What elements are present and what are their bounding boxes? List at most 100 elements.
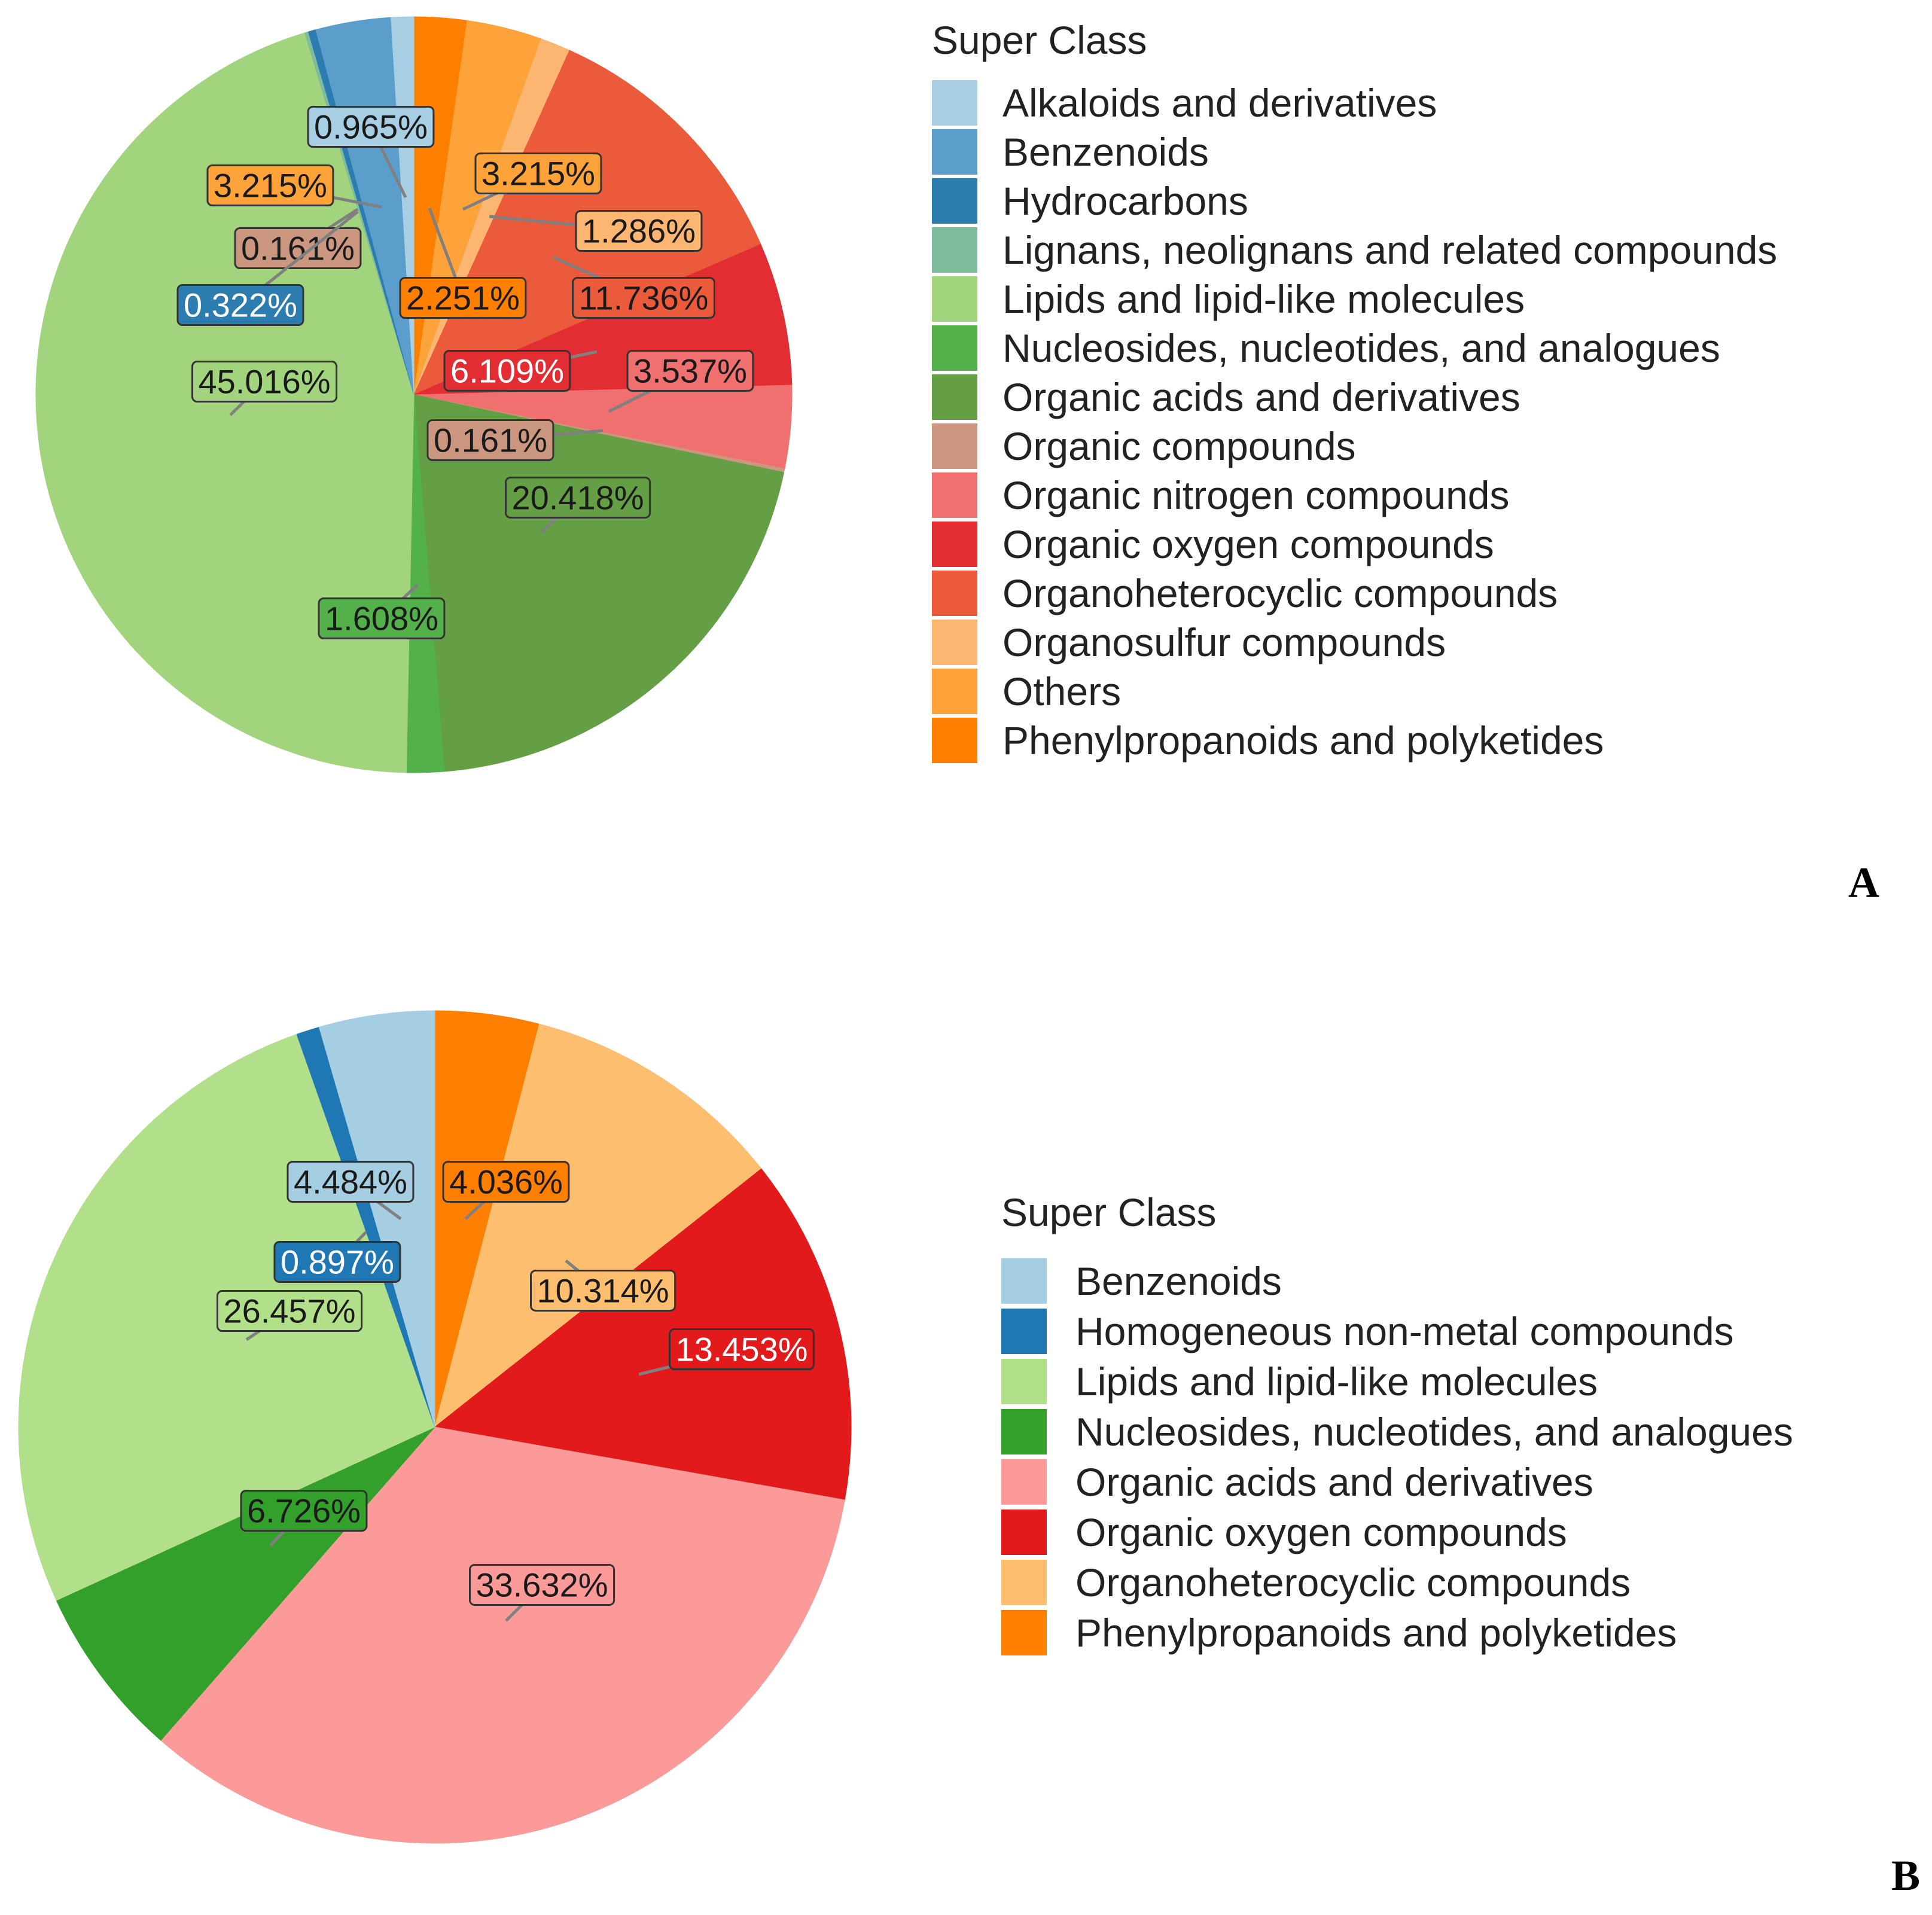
data-label: 0.965% (314, 108, 428, 146)
data-label-box (217, 1290, 363, 1332)
legend-swatch-organosulfur-compounds (932, 620, 977, 665)
legend-label-hydrocarbons: Hydrocarbons (1002, 179, 1248, 223)
data-label: 0.161% (241, 230, 355, 267)
data-label: 1.608% (325, 600, 438, 638)
legend-a: Alkaloids and derivatives Benzenoids Hydro… (932, 80, 1777, 763)
data-label: 0.897% (281, 1243, 394, 1281)
legend-swatch-nucleosides-nucleotides-and-analogues (1001, 1409, 1047, 1454)
data-label: 3.215% (482, 155, 595, 193)
data-label: 3.537% (633, 352, 747, 390)
legend-label-lignans-neolignans-and-related-compounds: Lignans, neolignans and related compound… (1002, 228, 1777, 272)
legend-swatch-alkaloids-and-derivatives (932, 80, 977, 126)
data-label: 11.736% (579, 279, 709, 317)
data-label: 45.016% (198, 363, 330, 401)
pie-chart-b: 4.484% 4.036% 0.897% 10.314% 26.457% 13.453% 6… (18, 1010, 852, 1844)
data-label: 20.418% (511, 479, 644, 517)
data-label-box (530, 1270, 676, 1312)
pie-chart-a: 0.965% 3.215% 0.161% 0.322% 45.016% 2.251% 3.2… (35, 16, 793, 773)
data-label: 4.036% (449, 1163, 563, 1201)
legend-swatch-organoheterocyclic-compounds (932, 571, 977, 616)
legend-label-organic-oxygen-compounds: Organic oxygen compounds (1075, 1510, 1567, 1554)
data-label-box (191, 361, 338, 402)
data-label: 13.453% (675, 1331, 807, 1368)
legend-label-organosulfur-compounds: Organosulfur compounds (1002, 620, 1446, 664)
pie-slice-organic-oxygen-compounds (434, 1168, 852, 1501)
legend-label-alkaloids-and-derivatives: Alkaloids and derivatives (1002, 81, 1437, 125)
data-label: 3.215% (214, 167, 327, 205)
data-label: 0.322% (184, 286, 297, 324)
legend-swatch-organoheterocyclic-compounds (1001, 1560, 1047, 1605)
legend-swatch-organic-oxygen-compounds (932, 522, 977, 567)
legend-label-organoheterocyclic-compounds: Organoheterocyclic compounds (1002, 571, 1558, 615)
legend-label-organoheterocyclic-compounds: Organoheterocyclic compounds (1075, 1560, 1631, 1605)
legend-label-organic-compounds: Organic compounds (1002, 424, 1356, 468)
legend-label-others: Others (1002, 669, 1121, 713)
legend-label-phenylpropanoids-and-polyketides: Phenylpropanoids and polyketides (1075, 1611, 1677, 1655)
legend-swatch-organic-compounds (932, 423, 977, 469)
data-label-box (469, 1564, 615, 1606)
legend-label-organic-acids-and-derivatives: Organic acids and derivatives (1002, 375, 1520, 419)
data-label-box (575, 210, 703, 252)
legend-swatch-lipids-and-lipid-like-molecules (932, 276, 977, 322)
legend-swatch-homogeneous-non-metal-compounds (1001, 1309, 1047, 1354)
data-label: 6.726% (247, 1492, 361, 1530)
pie-slice-lipids-and-lipid-like-molecules (35, 32, 415, 773)
legend-label-organic-acids-and-derivatives: Organic acids and derivatives (1075, 1460, 1593, 1504)
data-label: 33.632% (476, 1566, 608, 1604)
legend-swatch-organic-nitrogen-compounds (932, 472, 977, 518)
pie-slice-phenylpropanoids-and-polyketides (434, 1010, 540, 1428)
data-label: 26.457% (223, 1292, 355, 1330)
data-label-box (505, 477, 651, 519)
panel-label-b: B (1891, 1852, 1920, 1899)
data-label-box (273, 1241, 401, 1283)
legend-swatch-lipids-and-lipid-like-molecules (1001, 1359, 1047, 1404)
legend-label-organic-nitrogen-compounds: Organic nitrogen compounds (1002, 473, 1510, 517)
data-label-box (399, 277, 527, 319)
legend-label-nucleosides-nucleotides-and-analogues: Nucleosides, nucleotides, and analogues (1002, 326, 1720, 370)
legend-swatch-phenylpropanoids-and-polyketides (932, 718, 977, 763)
legend-b: Benzenoids Homogeneous non-metal compound… (1001, 1258, 1793, 1655)
data-label-box (234, 227, 362, 269)
panel-label-a: A (1848, 859, 1879, 907)
data-label-box (442, 1161, 570, 1203)
legend-swatch-lignans-neolignans-and-related-compounds (932, 227, 977, 273)
data-label: 4.484% (294, 1163, 407, 1201)
data-label-box (176, 284, 304, 326)
data-label: 0.161% (434, 422, 547, 459)
pie-slice-organoheterocyclic-compounds (434, 1023, 762, 1428)
legend-label-benzenoids: Benzenoids (1002, 130, 1209, 174)
data-label-box (287, 1161, 415, 1203)
data-label: 1.286% (582, 212, 696, 250)
legend-label-lipids-and-lipid-like-molecules: Lipids and lipid-like molecules (1002, 277, 1525, 321)
legend-swatch-hydrocarbons (932, 178, 977, 224)
data-label-box (572, 277, 715, 319)
legend-title-b: Super Class (1001, 1190, 1217, 1234)
legend-label-homogeneous-non-metal-compounds: Homogeneous non-metal compounds (1075, 1309, 1734, 1353)
legend-label-organic-oxygen-compounds: Organic oxygen compounds (1002, 522, 1494, 566)
pie-slice-organic-acids-and-derivatives (160, 1426, 845, 1844)
legend-swatch-organic-acids-and-derivatives (932, 374, 977, 420)
data-label: 6.109% (450, 352, 564, 390)
legend-label-phenylpropanoids-and-polyketides: Phenylpropanoids and polyketides (1002, 718, 1604, 763)
legend-swatch-organic-acids-and-derivatives (1001, 1459, 1047, 1505)
legend-swatch-benzenoids (1001, 1258, 1047, 1304)
legend-swatch-benzenoids (932, 129, 977, 175)
data-label: 2.251% (406, 279, 520, 317)
legend-swatch-phenylpropanoids-and-polyketides (1001, 1610, 1047, 1655)
data-label-box (318, 597, 446, 639)
data-label-box (669, 1328, 815, 1370)
legend-label-lipids-and-lipid-like-molecules: Lipids and lipid-like molecules (1075, 1359, 1598, 1404)
data-label: 10.314% (537, 1272, 669, 1310)
data-label-box (443, 350, 571, 392)
legend-label-nucleosides-nucleotides-and-analogues: Nucleosides, nucleotides, and analogues (1075, 1410, 1793, 1454)
data-label-box (626, 350, 754, 392)
data-label-box (307, 106, 435, 148)
data-label-box (426, 419, 554, 461)
data-label-box (206, 164, 334, 206)
legend-title-a: Super Class (932, 18, 1147, 62)
legend-swatch-organic-oxygen-compounds (1001, 1510, 1047, 1555)
legend-swatch-nucleosides-nucleotides-and-analogues (932, 325, 977, 371)
data-label-box (240, 1490, 368, 1532)
data-label-box (474, 153, 602, 194)
legend-label-benzenoids: Benzenoids (1075, 1259, 1282, 1303)
